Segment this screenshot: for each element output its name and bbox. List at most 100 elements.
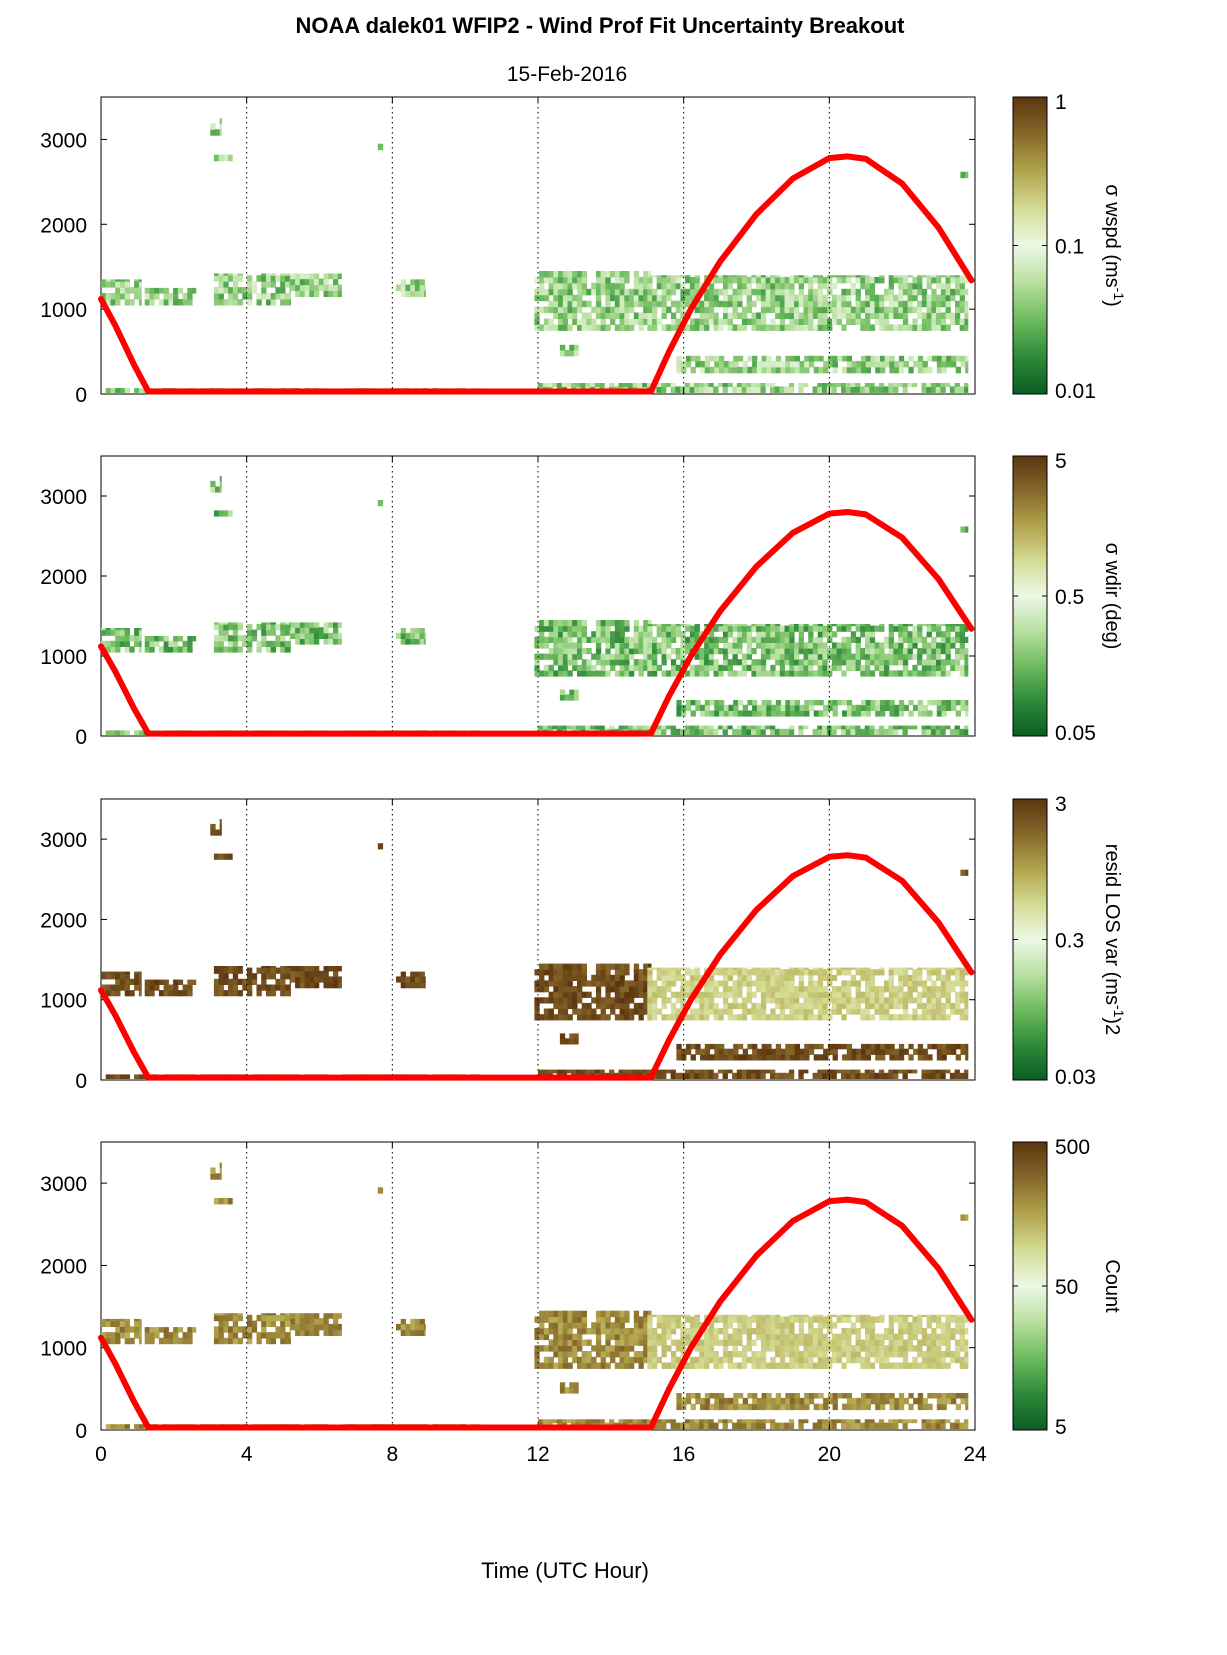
heatmap-cell: [685, 642, 691, 649]
heatmap-cell: [595, 969, 602, 976]
heatmap-cell: [115, 1074, 121, 1079]
heatmap-cell: [751, 991, 757, 998]
heatmap-cell: [694, 1069, 700, 1074]
heatmap-cell: [803, 306, 809, 314]
heatmap-cell: [945, 1014, 951, 1021]
heatmap-cell: [134, 279, 140, 282]
heatmap-cell: [779, 1345, 786, 1352]
heatmap-cell: [539, 980, 545, 987]
heatmap-cell: [685, 276, 691, 284]
heatmap-cell: [600, 980, 606, 987]
heatmap-cell: [558, 986, 564, 993]
heatmap-cell: [794, 653, 800, 660]
heatmap-cell: [708, 1008, 715, 1015]
colorbar-label: σ wspd (ms-1): [1101, 184, 1127, 307]
heatmap-cell: [187, 1327, 193, 1333]
heatmap-cell: [812, 1345, 819, 1352]
heatmap-cell: [218, 853, 224, 860]
heatmap-cell: [562, 636, 569, 643]
heatmap-cell: [187, 1332, 193, 1339]
heatmap-cell: [284, 1332, 291, 1339]
heatmap-cell: [869, 670, 876, 677]
heatmap-cell: [954, 386, 960, 393]
heatmap-cell: [548, 282, 554, 290]
heatmap-cell: [328, 273, 334, 280]
heatmap-cell: [562, 1002, 569, 1010]
heatmap-cell: [633, 312, 640, 319]
heatmap-cell: [855, 1072, 861, 1079]
heatmap-cell: [718, 625, 724, 632]
heatmap-cell: [803, 967, 809, 970]
heatmap-cell: [661, 659, 667, 666]
heatmap-cell: [902, 980, 909, 987]
heatmap-cell: [284, 624, 291, 631]
heatmap-cell: [290, 632, 296, 639]
heatmap-cell: [846, 642, 852, 649]
heatmap-cell: [785, 366, 791, 374]
heatmap-cell: [785, 704, 791, 711]
heatmap-cell: [723, 653, 729, 660]
heatmap-cell: [534, 306, 540, 314]
heatmap-cell: [638, 1333, 644, 1341]
heatmap-cell: [798, 300, 804, 308]
heatmap-cell: [704, 997, 710, 1004]
heatmap-cell: [775, 1345, 781, 1352]
heatmap-cell: [804, 360, 810, 368]
heatmap-cell: [941, 360, 947, 368]
heatmap-cell: [280, 1326, 286, 1333]
heatmap-cell: [775, 967, 781, 970]
heatmap-cell: [940, 1072, 946, 1079]
heatmap-cell: [727, 1014, 733, 1021]
heatmap-cell: [647, 276, 653, 284]
heatmap-cell: [879, 1014, 885, 1021]
heatmap-cell: [861, 704, 867, 711]
heatmap-cell: [539, 276, 545, 284]
heatmap-cell: [647, 275, 653, 278]
heatmap-cell: [888, 288, 894, 296]
colorbar-tick-label: 3: [1055, 793, 1067, 816]
heatmap-cell: [808, 631, 814, 638]
heatmap-cell: [280, 984, 286, 991]
heatmap-cell: [251, 287, 258, 294]
heatmap-cell: [884, 324, 890, 331]
heatmap-cell: [921, 636, 928, 643]
heatmap-cell: [643, 1322, 649, 1329]
heatmap-cell: [581, 1339, 587, 1346]
heatmap-cell: [396, 632, 402, 639]
heatmap-cell: [817, 288, 823, 296]
heatmap-cell: [405, 976, 411, 983]
heatmap-cell: [780, 1054, 786, 1061]
heatmap-cell: [647, 648, 653, 655]
heatmap-cell: [680, 1314, 686, 1317]
heatmap-cell: [831, 1002, 838, 1010]
heatmap-cell: [144, 293, 150, 300]
heatmap-cell: [138, 730, 145, 735]
heatmap-cell: [290, 1313, 296, 1319]
heatmap-cell: [917, 288, 923, 296]
heatmap-cell: [638, 294, 644, 302]
heatmap-cell: [946, 360, 952, 368]
heatmap-cell: [950, 664, 956, 671]
heatmap-cell: [270, 1337, 276, 1345]
heatmap-cell: [794, 704, 800, 711]
heatmap-cell: [115, 629, 121, 636]
heatmap-cell: [760, 1314, 767, 1317]
heatmap-cell: [822, 1333, 828, 1341]
heatmap-cell: [685, 986, 691, 993]
heatmap-cell: [158, 1327, 165, 1333]
heatmap-cell: [237, 624, 243, 631]
heatmap-cell: [652, 1356, 658, 1364]
heatmap-cell: [789, 636, 795, 643]
heatmap-cell: [775, 294, 781, 302]
heatmap-cell: [643, 659, 649, 666]
heatmap-cell: [129, 646, 135, 653]
heatmap-cell: [926, 294, 932, 302]
heatmap-cell: [624, 969, 630, 976]
heatmap-cell: [676, 1048, 682, 1055]
heatmap-cell: [860, 991, 866, 998]
heatmap-cell: [930, 386, 937, 393]
heatmap-cell: [149, 287, 155, 294]
heatmap-cell: [718, 648, 724, 655]
heatmap-cell: [804, 710, 810, 717]
heatmap-cell: [223, 1313, 229, 1316]
